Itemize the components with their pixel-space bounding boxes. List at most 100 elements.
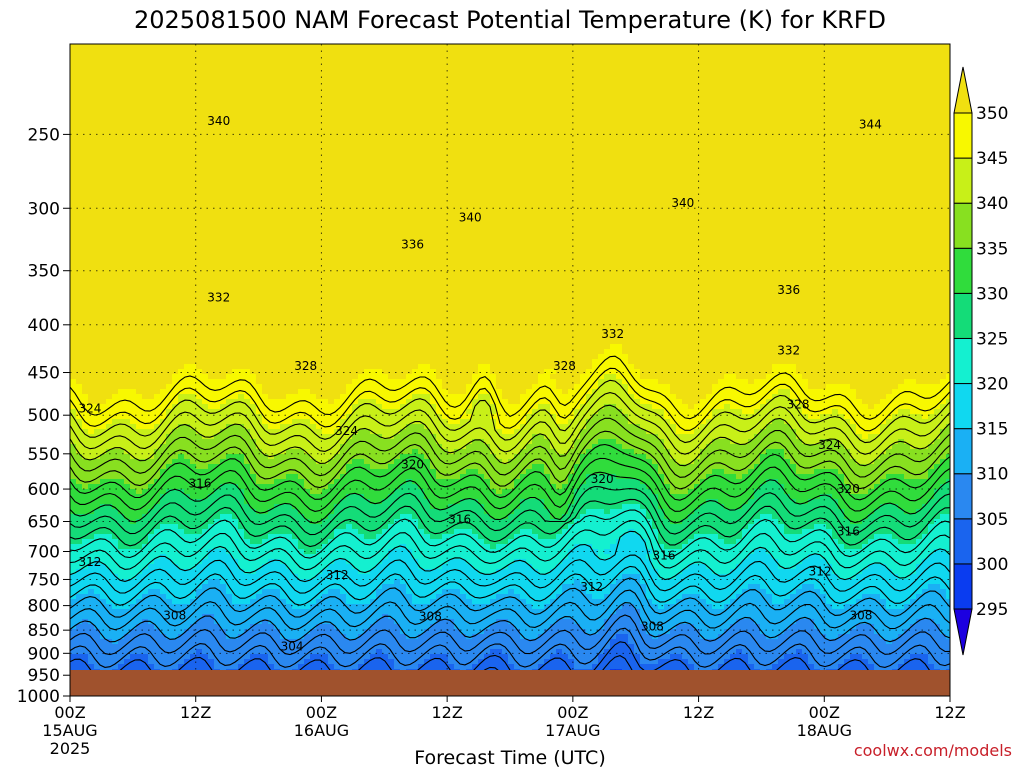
color-band-cell (808, 44, 815, 390)
color-band-cell (436, 44, 443, 380)
color-band-cell (898, 579, 905, 610)
color-band-cell (430, 654, 437, 685)
color-band-cell (418, 364, 425, 395)
color-band-cell (106, 569, 113, 605)
color-band-cell (274, 534, 281, 560)
color-band-cell (550, 379, 557, 415)
color-band-cell (760, 514, 767, 550)
color-band-cell (934, 549, 941, 585)
color-band-cell (844, 579, 851, 605)
color-band-cell (328, 564, 335, 590)
color-band-cell (826, 604, 833, 640)
color-band-cell (640, 509, 647, 540)
color-band-cell (592, 599, 599, 635)
color-band-cell (166, 434, 173, 465)
color-band-cell (286, 474, 293, 505)
color-band-cell (238, 424, 245, 455)
color-band-cell (718, 609, 725, 635)
color-band-cell (922, 559, 929, 590)
color-band-cell (424, 394, 431, 430)
color-band-cell (766, 424, 773, 450)
color-band-cell (628, 529, 635, 575)
color-band-cell (568, 584, 575, 620)
color-band-cell (340, 44, 347, 395)
color-band-cell (76, 544, 83, 570)
color-band-cell (592, 359, 599, 390)
color-band-cell (724, 439, 731, 475)
color-band-cell (112, 539, 119, 575)
color-band-cell (514, 429, 521, 455)
color-band-cell (268, 429, 275, 460)
color-band-cell (784, 389, 791, 425)
color-band-cell (322, 569, 329, 595)
color-band-cell (424, 44, 431, 365)
color-band-cell (940, 484, 947, 515)
color-band-cell (166, 599, 173, 640)
color-band-cell (136, 549, 143, 575)
contour-label: 324 (335, 424, 358, 438)
color-band-cell (412, 394, 419, 425)
color-band-cell (280, 479, 287, 505)
color-band-cell (868, 564, 875, 595)
color-band-cell (238, 394, 245, 425)
color-band-cell (472, 374, 479, 400)
color-band-cell (292, 574, 299, 610)
color-band-cell (202, 559, 209, 585)
color-band-cell (802, 379, 809, 415)
color-band-cell (100, 454, 107, 480)
color-band-cell (538, 434, 545, 465)
color-band-cell (778, 449, 785, 485)
color-band-cell (394, 44, 401, 380)
color-band-cell (832, 409, 839, 440)
color-band-cell (928, 44, 935, 385)
color-band-cell (166, 489, 173, 525)
color-band-cell (622, 414, 629, 450)
color-band-cell (190, 44, 197, 365)
color-band-cell (778, 524, 785, 570)
color-band-cell (286, 604, 293, 640)
color-band-cell (172, 639, 179, 670)
color-band-cell (514, 509, 521, 535)
color-band-cell (862, 439, 869, 465)
color-band-cell (490, 404, 497, 415)
y-tick-label: 800 (28, 597, 60, 617)
color-band-cell (676, 434, 683, 465)
color-band-cell (148, 509, 155, 535)
color-band-cell (268, 534, 275, 560)
color-band-cell (280, 399, 287, 425)
color-band-cell (880, 504, 887, 535)
color-band-cell (70, 599, 77, 630)
color-band-cell (268, 559, 275, 590)
contour-label: 316 (653, 549, 676, 563)
y-tick-label: 350 (28, 262, 60, 282)
color-band-cell (304, 519, 311, 555)
color-band-cell (172, 564, 179, 605)
color-band-cell (148, 399, 155, 430)
color-band-cell (910, 574, 917, 600)
contour-label: 340 (207, 114, 230, 128)
color-band-cell (274, 454, 281, 480)
color-band-cell (424, 459, 431, 500)
x-year-label: 2025 (50, 739, 91, 758)
color-band-cell (676, 494, 683, 525)
color-band-cell (832, 44, 839, 385)
color-band-cell (682, 624, 689, 660)
color-band-cell (202, 374, 209, 405)
color-band-cell (634, 454, 641, 480)
color-band-cell (826, 384, 833, 415)
color-band-cell (232, 604, 239, 640)
color-band-cell (232, 559, 239, 605)
color-band-cell (706, 604, 713, 640)
color-band-cell (286, 504, 293, 535)
color-band-cell (388, 549, 395, 585)
color-band-cell (730, 444, 737, 475)
contour-label: 308 (163, 609, 186, 623)
color-band-cell (382, 374, 389, 410)
color-band-cell (124, 609, 131, 635)
color-band-cell (346, 44, 353, 385)
color-band-cell (910, 44, 917, 380)
color-band-cell (628, 449, 635, 480)
color-band-cell (238, 369, 245, 395)
color-band-cell (814, 554, 821, 590)
